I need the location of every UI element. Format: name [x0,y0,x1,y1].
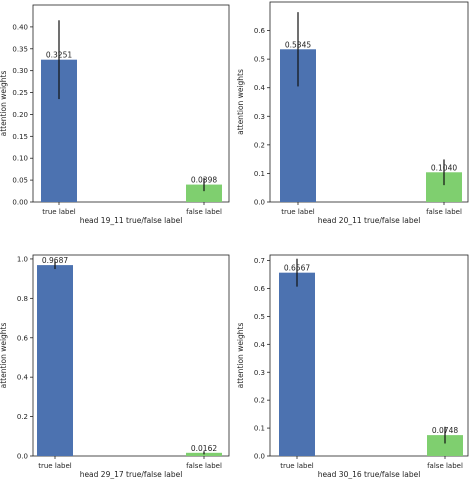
chart-panel-head-30-16: 0.0 0.1 0.2 0.3 0.4 0.5 0.6 0.7 0.6567 true label… [236,254,469,479]
y-tick-label: 0.0 [17,453,28,461]
y-tick-label: 0.25 [12,89,28,97]
y-tick-label: 0.4 [254,84,266,92]
y-tick-label: 0.3 [254,113,265,121]
x-axis-label: head 30_16 true/false label [318,470,421,479]
y-tick-label: 0.7 [254,257,265,265]
y-tick-label: 0.35 [12,45,28,53]
x-tick-label: false label [186,208,222,216]
data-label-true-label: 0.6567 [284,264,310,273]
x-tick-label: true label [42,208,76,216]
data-label-true-label: 0.3251 [46,51,72,60]
bar-true-label [279,272,315,456]
y-tick-label: 0.15 [12,133,28,141]
y-tick-label: 0.0 [254,199,265,207]
y-tick-label: 0.1 [254,425,265,433]
bar-false-label [186,452,222,456]
y-tick-label: 0.6 [17,334,29,342]
y-tick-label: 0.1 [254,170,265,178]
y-tick-label: 0.10 [12,155,28,163]
y-tick-label: 0.30 [12,67,28,75]
y-tick-label: 0.2 [254,141,265,149]
axes-frame [32,4,230,203]
bar-false-label [186,184,222,202]
data-label-false-label: 0.0398 [191,176,217,185]
y-tick-label: 0.4 [254,341,266,349]
data-label-true-label: 0.5345 [285,40,311,49]
axes-frame [269,254,469,457]
bar-false-label [427,435,463,456]
y-tick-label: 0.5 [254,56,265,64]
data-label-true-label: 0.9687 [42,256,68,265]
chart-panel-head-29-17: 0.0 0.2 0.4 0.6 0.8 1.0 0.9687 true label 0.0162… [0,254,230,479]
y-tick-label: 1.0 [17,255,28,263]
x-axis-label: head 19_11 true/false label [80,216,183,225]
y-axis-label: attention weights [0,71,8,137]
axes-frame [32,254,230,457]
x-tick-label: true label [280,462,314,470]
data-label-false-label: 0.1040 [431,163,457,172]
bar-true-label [37,265,73,456]
x-tick-label: false label [426,208,462,216]
axes-frame [269,1,469,203]
y-tick-label: 0.6 [254,285,266,293]
x-tick-label: true label [38,462,72,470]
y-tick-label: 0.5 [254,313,265,321]
y-tick-label: 0.05 [12,177,28,185]
y-tick-label: 0.6 [254,27,266,35]
x-tick-label: false label [427,462,463,470]
x-tick-label: false label [186,462,222,470]
x-axis-label: head 20_11 true/false label [318,216,421,225]
y-tick-label: 0.00 [12,199,28,207]
x-axis-label: head 29_17 true/false label [80,470,183,479]
y-axis-label: attention weights [0,323,8,389]
y-tick-label: 0.0 [254,453,265,461]
y-tick-label: 0.4 [17,374,29,382]
data-label-false-label: 0.0748 [432,426,458,435]
y-axis-label: attention weights [236,323,245,389]
y-tick-label: 0.2 [17,413,28,421]
y-tick-label: 0.3 [254,369,265,377]
y-tick-label: 0.40 [12,23,28,31]
y-axis-label: attention weights [236,69,245,135]
y-tick-label: 0.8 [17,295,28,303]
data-label-false-label: 0.0162 [191,444,217,453]
x-tick-label: true label [281,208,315,216]
chart-panel-head-19-11: 0.00 0.05 0.10 0.15 0.20 0.25 0.30 0.35 0.40 0.32… [0,4,230,225]
y-tick-label: 0.2 [254,397,265,405]
chart-panel-head-20-11: 0.0 0.1 0.2 0.3 0.4 0.5 0.6 0.5345 true label 0.1… [236,1,469,225]
y-tick-label: 0.20 [12,111,28,119]
